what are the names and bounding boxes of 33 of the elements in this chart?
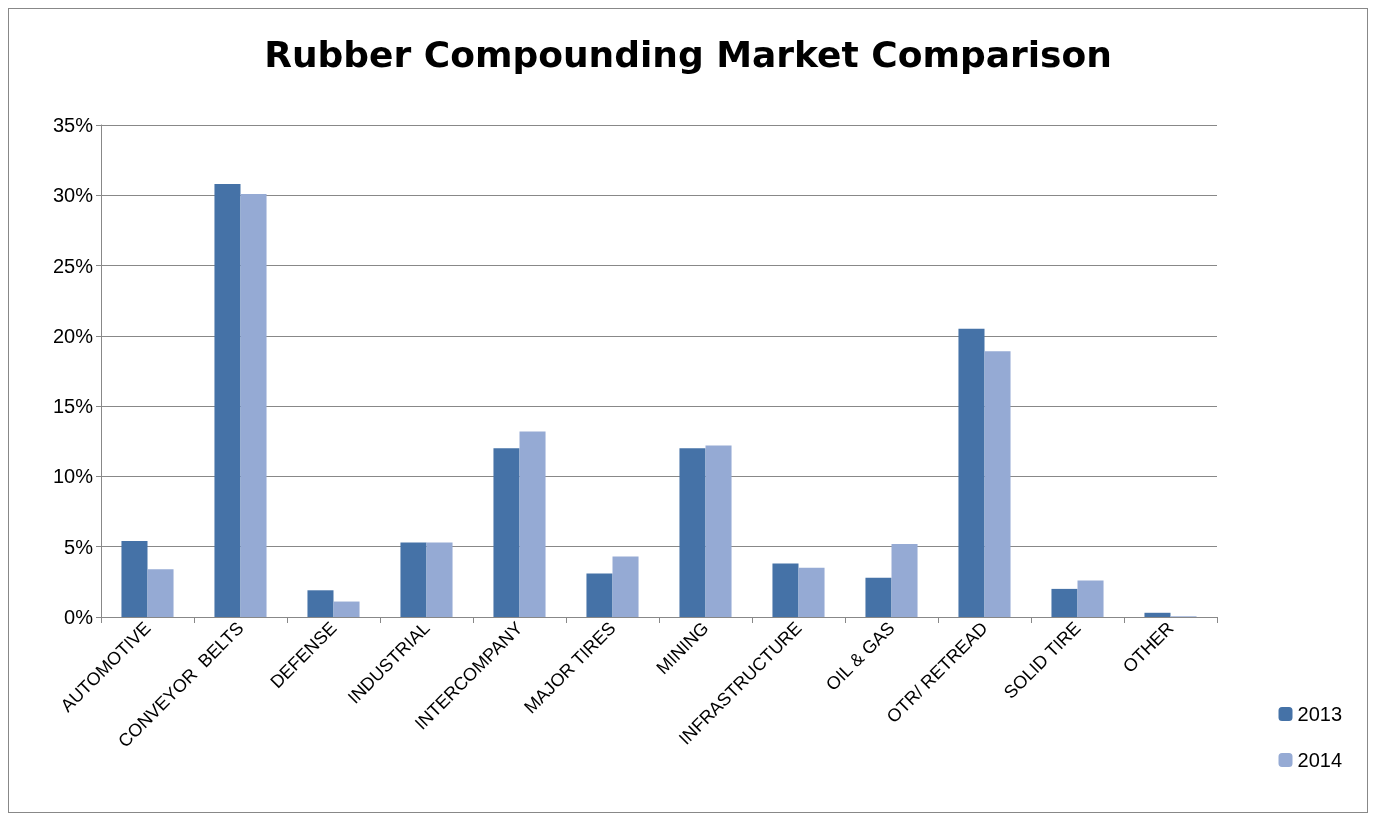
- bar: [798, 567, 825, 617]
- bar: [612, 556, 639, 617]
- bar: [493, 448, 520, 617]
- y-tick-label: 30%: [52, 184, 94, 207]
- y-tick-label: 10%: [52, 465, 94, 488]
- bar: [891, 543, 918, 617]
- bar: [1077, 580, 1104, 617]
- bar: [958, 328, 985, 617]
- bar: [400, 542, 427, 617]
- y-tick-label: 25%: [52, 254, 94, 277]
- bar: [705, 445, 732, 617]
- bar: [865, 577, 892, 617]
- y-tick-label: 15%: [52, 395, 94, 418]
- y-tick-label: 5%: [64, 535, 94, 558]
- bar: [586, 573, 613, 617]
- legend-label: 2013: [1297, 703, 1343, 725]
- bar: [1051, 588, 1078, 617]
- bar: [426, 542, 453, 617]
- bar: [307, 590, 334, 617]
- bar: [984, 351, 1011, 617]
- legend-label: 2014: [1297, 749, 1343, 771]
- y-tick-label: 20%: [52, 324, 94, 347]
- bar: [147, 569, 174, 617]
- chart-title: Rubber Compounding Market Comparison: [264, 33, 1112, 75]
- bar: [214, 184, 241, 617]
- bar: [772, 563, 799, 617]
- bar: [333, 601, 360, 617]
- bar: [679, 448, 706, 617]
- y-tick-label: 35%: [52, 114, 94, 136]
- bar: [121, 541, 148, 617]
- bar: [519, 431, 546, 617]
- bar: [240, 193, 267, 617]
- bar: [1144, 612, 1171, 617]
